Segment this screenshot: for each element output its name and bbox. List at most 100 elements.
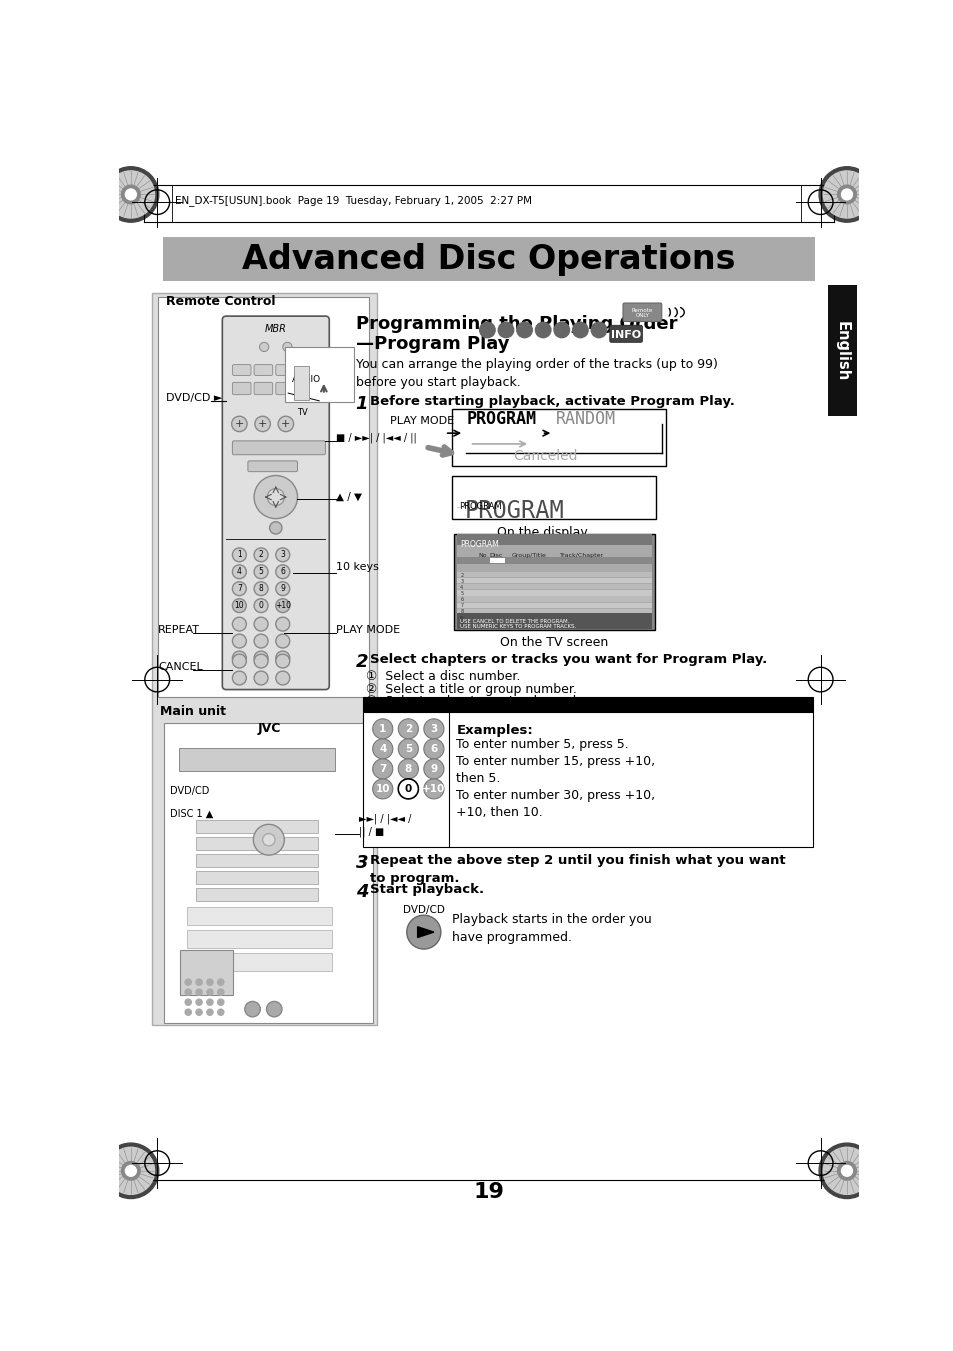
Text: DVD/CD: DVD/CD bbox=[170, 785, 209, 796]
Text: 7: 7 bbox=[236, 584, 241, 593]
Circle shape bbox=[275, 634, 290, 648]
Text: On the TV screen: On the TV screen bbox=[499, 636, 607, 650]
Text: INFO: INFO bbox=[611, 330, 640, 339]
Circle shape bbox=[262, 834, 274, 846]
Circle shape bbox=[497, 323, 513, 338]
FancyBboxPatch shape bbox=[253, 382, 273, 394]
FancyBboxPatch shape bbox=[195, 838, 317, 850]
Circle shape bbox=[245, 1001, 260, 1017]
Circle shape bbox=[275, 565, 290, 578]
FancyBboxPatch shape bbox=[195, 820, 317, 832]
Circle shape bbox=[373, 719, 393, 739]
Text: 0: 0 bbox=[258, 601, 263, 611]
Text: +: + bbox=[234, 419, 244, 428]
Text: 10: 10 bbox=[375, 784, 390, 794]
Text: 3: 3 bbox=[430, 724, 437, 734]
FancyBboxPatch shape bbox=[456, 613, 651, 628]
FancyBboxPatch shape bbox=[187, 952, 332, 971]
Text: 1: 1 bbox=[236, 550, 241, 559]
Circle shape bbox=[270, 521, 282, 534]
Text: ►►| / |◄◄ /
|| / ■: ►►| / |◄◄ / || / ■ bbox=[359, 813, 412, 836]
Circle shape bbox=[185, 979, 192, 985]
Circle shape bbox=[275, 549, 290, 562]
Text: +10: +10 bbox=[274, 601, 291, 611]
Text: ■ / ►►| / |◄◄ / ||: ■ / ►►| / |◄◄ / || bbox=[335, 432, 416, 443]
Circle shape bbox=[397, 759, 418, 780]
FancyBboxPatch shape bbox=[152, 293, 376, 1024]
FancyBboxPatch shape bbox=[456, 615, 651, 620]
Circle shape bbox=[107, 170, 154, 218]
Text: 5: 5 bbox=[258, 567, 263, 577]
Text: ②  Select a title or group number.: ② Select a title or group number. bbox=[366, 682, 577, 696]
Circle shape bbox=[253, 651, 268, 665]
Circle shape bbox=[406, 915, 440, 948]
Circle shape bbox=[837, 185, 856, 204]
Circle shape bbox=[819, 1143, 874, 1198]
Text: 4: 4 bbox=[378, 744, 386, 754]
Text: On the display: On the display bbox=[497, 526, 587, 539]
Text: 5: 5 bbox=[459, 590, 463, 596]
Circle shape bbox=[185, 1000, 192, 1005]
Circle shape bbox=[121, 1162, 140, 1181]
Circle shape bbox=[253, 654, 268, 667]
Circle shape bbox=[254, 416, 270, 431]
Text: —Program Play: —Program Play bbox=[355, 335, 509, 353]
Circle shape bbox=[233, 617, 246, 631]
Circle shape bbox=[233, 654, 246, 667]
Text: REPEAT: REPEAT bbox=[158, 626, 200, 635]
FancyBboxPatch shape bbox=[275, 382, 294, 394]
Circle shape bbox=[233, 565, 246, 578]
Text: ▲ / ▼: ▲ / ▼ bbox=[335, 492, 362, 501]
Text: 7: 7 bbox=[459, 604, 463, 608]
Circle shape bbox=[275, 654, 290, 667]
Circle shape bbox=[397, 719, 418, 739]
Text: Group/Title: Group/Title bbox=[511, 553, 546, 558]
Circle shape bbox=[479, 323, 495, 338]
Circle shape bbox=[233, 598, 246, 612]
Text: No: No bbox=[477, 553, 486, 558]
Text: +10: +10 bbox=[422, 784, 445, 794]
Circle shape bbox=[373, 780, 393, 798]
Circle shape bbox=[841, 189, 852, 200]
FancyBboxPatch shape bbox=[179, 748, 335, 771]
Text: Playback starts in the order you
have programmed.: Playback starts in the order you have pr… bbox=[452, 913, 652, 944]
Text: JVC: JVC bbox=[257, 721, 280, 735]
Text: 6: 6 bbox=[280, 567, 285, 577]
Text: +: + bbox=[281, 419, 291, 428]
Text: Track/Chapter: Track/Chapter bbox=[559, 553, 603, 558]
Text: USE NUMERIC KEYS TO PROGRAM TRACKS.: USE NUMERIC KEYS TO PROGRAM TRACKS. bbox=[459, 624, 576, 630]
Text: 8: 8 bbox=[459, 609, 463, 615]
Text: RANDOM: RANDOM bbox=[555, 409, 615, 428]
FancyBboxPatch shape bbox=[827, 285, 856, 416]
Circle shape bbox=[423, 739, 443, 759]
Text: Canceled: Canceled bbox=[513, 449, 578, 462]
Text: MBR: MBR bbox=[265, 323, 287, 334]
Text: DISC 1 ▲: DISC 1 ▲ bbox=[170, 809, 213, 819]
Circle shape bbox=[423, 759, 443, 780]
FancyBboxPatch shape bbox=[285, 347, 354, 403]
Circle shape bbox=[217, 979, 224, 985]
Text: 2: 2 bbox=[355, 654, 368, 671]
Text: To enter number 5, press 5.
To enter number 15, press +10,
then 5.
To enter numb: To enter number 5, press 5. To enter num… bbox=[456, 738, 655, 819]
Circle shape bbox=[275, 582, 290, 596]
Circle shape bbox=[253, 824, 284, 855]
Circle shape bbox=[233, 634, 246, 648]
FancyBboxPatch shape bbox=[452, 477, 655, 519]
FancyBboxPatch shape bbox=[456, 543, 651, 628]
Circle shape bbox=[591, 323, 606, 338]
Circle shape bbox=[267, 489, 284, 505]
Text: Programming the Playing Order: Programming the Playing Order bbox=[355, 315, 677, 332]
Text: TV: TV bbox=[297, 408, 308, 416]
Text: Remote Control: Remote Control bbox=[166, 295, 275, 308]
FancyBboxPatch shape bbox=[253, 365, 273, 376]
Text: 10: 10 bbox=[459, 621, 466, 627]
Circle shape bbox=[185, 1009, 192, 1016]
Circle shape bbox=[207, 989, 213, 996]
Circle shape bbox=[253, 617, 268, 631]
Text: DVD/CD ►: DVD/CD ► bbox=[166, 393, 222, 403]
Circle shape bbox=[822, 170, 870, 218]
FancyBboxPatch shape bbox=[195, 888, 317, 901]
Circle shape bbox=[233, 651, 246, 665]
Text: 9: 9 bbox=[280, 584, 285, 593]
FancyBboxPatch shape bbox=[233, 440, 325, 455]
